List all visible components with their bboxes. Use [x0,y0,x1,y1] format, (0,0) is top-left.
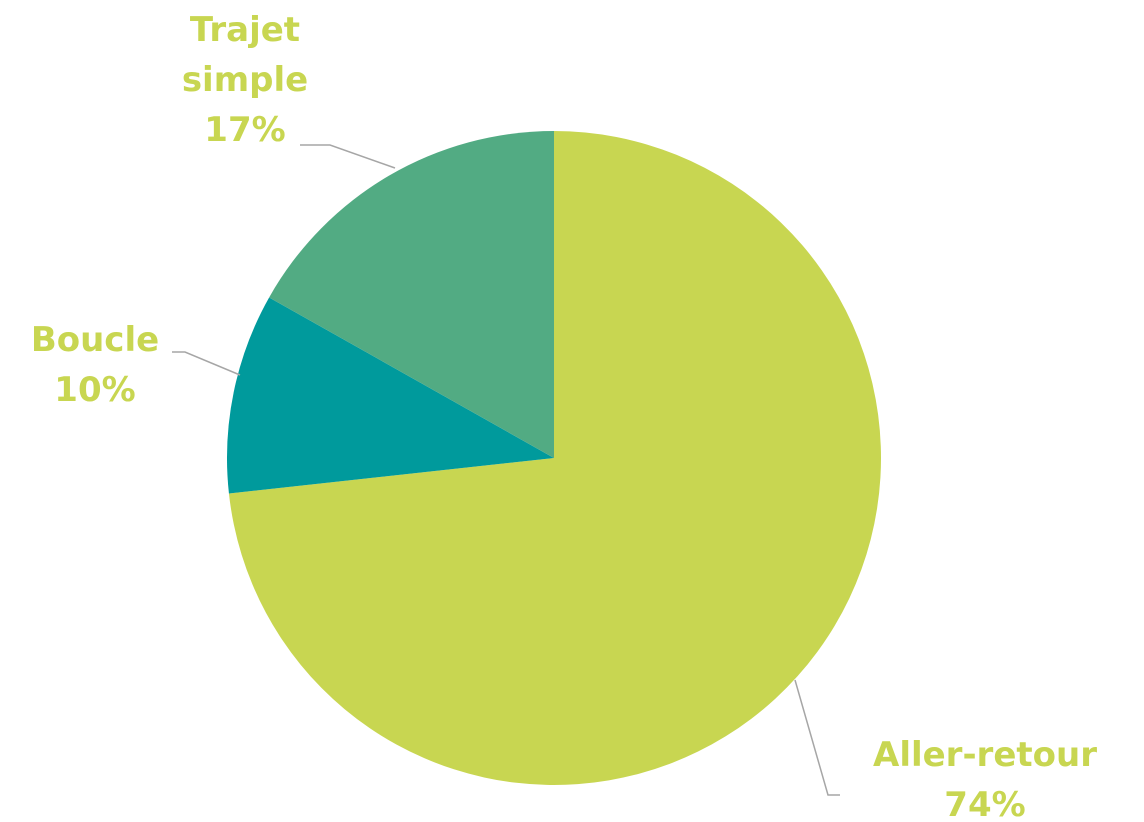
pie-slice [269,131,554,458]
pie-slice [227,297,554,494]
leader-line [172,351,241,376]
data-label: Boucle 10% [5,315,185,415]
category-name: Aller-retour [873,735,1097,775]
category-name: Boucle [30,320,160,360]
leader-line [794,679,840,796]
percent-label: 10% [54,370,136,410]
data-label: Trajet simple 17% [160,5,330,155]
percent-label: 17% [204,110,286,150]
leader-line [300,144,396,169]
percent-label: 74% [944,785,1026,822]
data-label: Aller-retour 74% [835,730,1135,822]
pie-slice [228,131,881,785]
category-name: Trajet simple [181,10,309,100]
